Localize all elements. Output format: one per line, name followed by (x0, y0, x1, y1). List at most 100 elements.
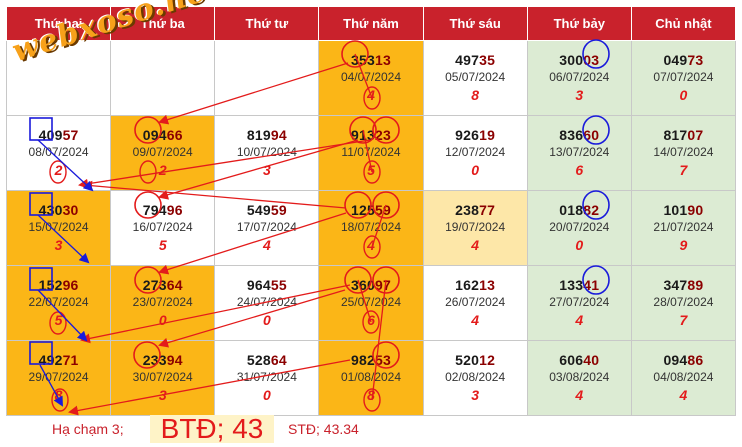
blue-circle-mark (582, 39, 610, 69)
number-head: 125 (351, 202, 375, 218)
sum-digit: 4 (471, 237, 480, 253)
draw-date: 06/07/2024 (549, 70, 610, 84)
number-tail: 89 (687, 277, 704, 293)
number-tail: 59 (270, 202, 287, 218)
sum-digit: 0 (262, 312, 271, 328)
blue-circle-mark (582, 265, 610, 295)
result-number: 52864 (215, 351, 318, 369)
result-number: 83660 (528, 126, 631, 144)
header-row: Thứ hai Thứ ba Thứ tư Thứ năm Thứ sáu Th… (5, 6, 737, 41)
result-number: 40957 (7, 126, 110, 144)
red-arrow (158, 212, 347, 275)
blue-circle-mark (582, 115, 610, 145)
blue-square-mark (29, 192, 53, 216)
result-number: 81994 (215, 126, 318, 144)
sum-digit: 0 (262, 387, 271, 403)
result-number: 54959 (215, 201, 318, 219)
sum-digit: 4 (575, 312, 584, 328)
draw-date: 22/07/2024 (28, 295, 89, 309)
red-circle-mark (49, 311, 67, 335)
red-circle-mark (372, 191, 400, 219)
connector-line (357, 279, 372, 323)
result-number: 52012 (424, 351, 527, 369)
red-arrow (158, 289, 346, 348)
draw-date: 18/07/2024 (340, 220, 402, 234)
btd-value: BTĐ; 43 (150, 415, 274, 443)
result-cell-sat: 01882 20/07/2024 0 (526, 190, 632, 266)
draw-date: 26/07/2024 (445, 295, 506, 309)
connector-line (371, 204, 387, 248)
number-tail: 97 (374, 277, 391, 293)
sum-digit: 4 (679, 387, 688, 403)
sum-digit: 4 (471, 312, 480, 328)
number-head: 347 (663, 277, 688, 293)
connector-line (362, 129, 373, 173)
number-tail: 35 (479, 52, 496, 68)
result-number: 34789 (632, 276, 735, 294)
result-number: 91323 (319, 126, 422, 144)
result-cell-tue: 09466 09/07/2024 2 (110, 115, 216, 191)
sum-digit: 0 (471, 162, 480, 178)
number-tail: 13 (479, 277, 496, 293)
draw-date: 17/07/2024 (236, 220, 297, 234)
number-head: 094 (663, 352, 688, 368)
connector-line (354, 53, 373, 99)
sum-digit: 8 (54, 387, 63, 403)
result-cell-mon: 43030 15/07/2024 3 (5, 190, 112, 266)
result-number: 04973 (632, 51, 735, 69)
draw-date: 13/07/2024 (549, 145, 610, 159)
result-cell-mon (5, 40, 112, 116)
number-head: 549 (246, 202, 271, 218)
results-table: Thứ hai Thứ ba Thứ tư Thứ năm Thứ sáu Th… (5, 6, 737, 416)
result-number: 81707 (632, 126, 735, 144)
sum-digit: 3 (262, 162, 271, 178)
number-tail: 60 (583, 127, 600, 143)
number-head: 133 (559, 277, 584, 293)
draw-date: 07/07/2024 (653, 70, 714, 84)
draw-date: 30/07/2024 (132, 370, 193, 384)
number-head: 836 (559, 127, 584, 143)
connector-line (371, 279, 387, 401)
number-tail: 86 (687, 352, 704, 368)
number-tail: 59 (374, 202, 391, 218)
number-head: 520 (455, 352, 480, 368)
result-cell-thu: 98253 01/08/2024 8 (318, 340, 424, 416)
day-header-mon: Thứ hai (5, 6, 112, 41)
result-cell-tue: 27364 23/07/2024 0 (110, 265, 216, 341)
result-cell-sun: 04973 07/07/2024 0 (630, 40, 737, 116)
number-head: 353 (351, 52, 375, 68)
day-header-sun: Chủ nhật (630, 6, 737, 41)
draw-date: 16/07/2024 (132, 220, 193, 234)
number-head: 300 (559, 52, 584, 68)
week-row: 4927129/07/202482339430/07/202435286431/… (5, 340, 737, 416)
draw-date: 23/07/2024 (132, 295, 193, 309)
sum-digit: 2 (54, 162, 63, 178)
sum-digit: 6 (575, 162, 584, 178)
sum-digit: 3 (575, 87, 584, 103)
number-head: 430 (38, 202, 63, 218)
sum-digit: 0 (679, 87, 688, 103)
draw-date: 03/08/2024 (549, 370, 610, 384)
summary-bar: Hạ chạm 3; BTĐ; 43 STĐ; 43.34 (0, 415, 742, 447)
draw-date: 14/07/2024 (653, 145, 714, 159)
number-tail: 73 (687, 52, 704, 68)
result-cell-sun: 10190 21/07/2024 9 (630, 190, 737, 266)
number-tail: 96 (62, 277, 79, 293)
result-number: 09486 (632, 351, 735, 369)
result-number: 16213 (424, 276, 527, 294)
number-head: 964 (246, 277, 271, 293)
result-number: 10190 (632, 201, 735, 219)
blue-arrow (39, 364, 63, 407)
blue-square-mark (29, 267, 53, 291)
draw-date: 12/07/2024 (445, 145, 506, 159)
red-circle-mark (344, 266, 372, 294)
number-head: 049 (663, 52, 688, 68)
draw-date: 10/07/2024 (236, 145, 297, 159)
number-head: 497 (455, 52, 480, 68)
number-head: 152 (38, 277, 63, 293)
red-arrow (82, 180, 347, 209)
draw-date: 25/07/2024 (340, 295, 402, 309)
